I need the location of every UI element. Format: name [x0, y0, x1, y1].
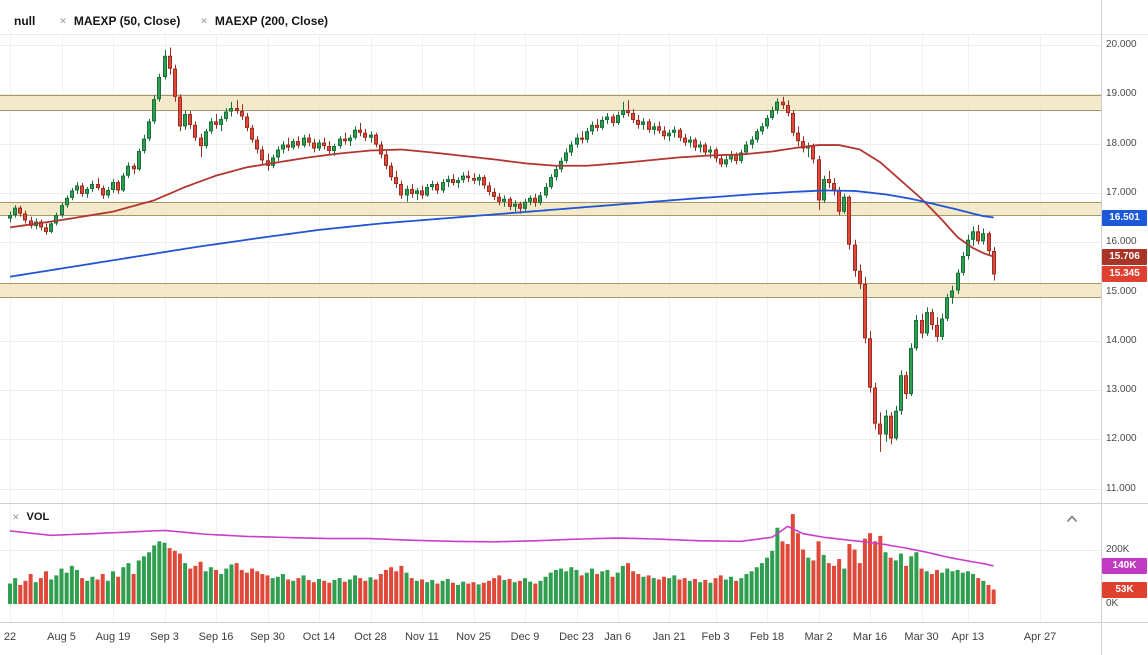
indicator-chip-ma200[interactable]: ✕ MAEXP (200, Close)	[200, 14, 328, 28]
volume-label: VOL	[26, 511, 50, 523]
date-tick-label: Nov 11	[404, 631, 440, 643]
price-tick-label: 19.000	[1106, 88, 1137, 100]
date-tick-label: Nov 25	[456, 631, 491, 643]
volume-ma-badge: 140K	[1102, 558, 1147, 574]
date-tick-label: Mar 30	[904, 631, 939, 643]
price-tick-label: 14.000	[1106, 334, 1137, 346]
date-tick-label: Oct 28	[354, 631, 387, 643]
remove-indicator-icon[interactable]: ✕	[200, 15, 208, 26]
last-volume-badge: 53K	[1102, 582, 1147, 598]
date-tick-label: Sep 3	[150, 631, 179, 643]
symbol-title: null	[14, 14, 36, 28]
chevron-up-icon	[1066, 515, 1078, 523]
price-axis[interactable]: 20.000 19.000 18.000 17.000 16.000 15.000 14.0…	[1102, 0, 1148, 622]
date-tick-label: Apr 27	[1023, 631, 1057, 643]
date-tick-label: Mar 16	[852, 631, 888, 643]
price-tick-label: 17.000	[1106, 186, 1137, 198]
remove-volume-icon[interactable]: ✕	[12, 511, 20, 522]
date-tick-label: Feb 3	[701, 631, 730, 643]
indicator-chip-row: null ✕ MAEXP (50, Close) ✕ MAEXP (200, C…	[14, 14, 348, 28]
indicator-label: MAEXP (50, Close)	[73, 14, 181, 28]
price-tick-label: 20.000	[1106, 39, 1137, 50]
price-tick-label: 13.000	[1106, 384, 1137, 396]
volume-indicator-chip[interactable]: ✕ VOL	[12, 511, 49, 523]
remove-indicator-icon[interactable]: ✕	[59, 15, 67, 26]
price-tick-label: 16.000	[1106, 236, 1137, 248]
date-tick-label: 22	[3, 631, 17, 643]
date-tick-label: Aug 19	[95, 631, 131, 643]
volume-tick-label: 0K	[1106, 598, 1119, 609]
collapse-volume-button[interactable]	[1061, 511, 1083, 527]
date-tick-label: Oct 14	[302, 631, 336, 643]
price-tick-label: 11.000	[1106, 482, 1136, 494]
date-tick-label: Mar 2	[804, 631, 833, 643]
date-tick-label: Sep 30	[250, 631, 285, 643]
ma50-price-badge: 15.706	[1102, 249, 1147, 265]
date-tick-label: Jan 6	[604, 631, 632, 643]
date-tick-label: Dec 9	[510, 631, 540, 643]
price-tick-label: 12.000	[1106, 433, 1137, 445]
price-tick-label: 15.000	[1106, 285, 1137, 297]
last-price-badge: 15.345	[1102, 266, 1147, 282]
date-tick-label: Aug 5	[47, 631, 76, 643]
price-tick-label: 18.000	[1106, 137, 1137, 149]
date-tick-label: Dec 23	[559, 631, 594, 643]
volume-tick-label: 200K	[1106, 543, 1130, 555]
date-tick-label: Jan 21	[652, 631, 686, 643]
date-tick-label: Sep 16	[198, 631, 234, 643]
indicator-chip-ma50[interactable]: ✕ MAEXP (50, Close)	[59, 14, 180, 28]
date-tick-label: Feb 18	[749, 631, 785, 643]
ma200-price-badge: 16.501	[1102, 210, 1147, 226]
date-axis[interactable]: 22 Aug 5 Aug 19 Sep 3 Sep 16 Sep 30 Oct 14 Oct …	[0, 622, 1148, 655]
date-tick-label: Apr 13	[951, 631, 985, 643]
indicator-label: MAEXP (200, Close)	[214, 14, 329, 28]
